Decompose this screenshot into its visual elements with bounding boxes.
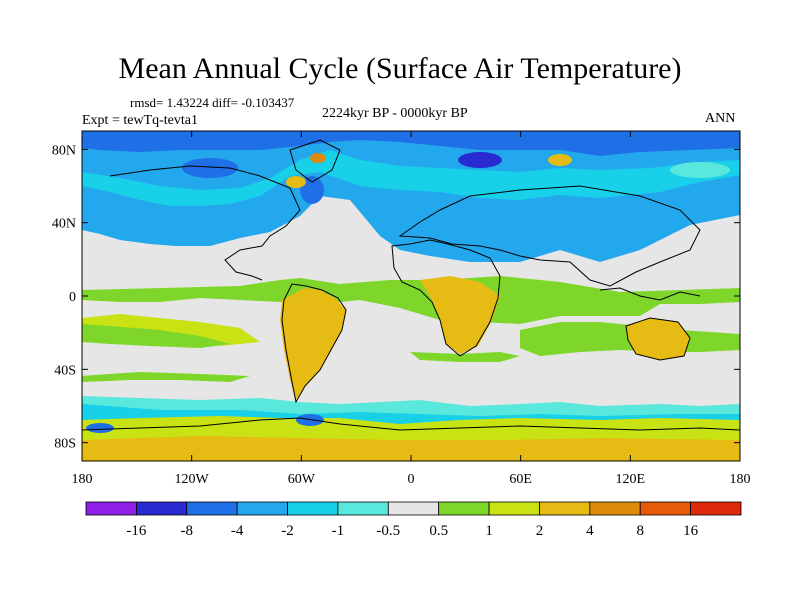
lon-tick-label: 120W [175, 472, 210, 487]
lon-tick-label: 180 [730, 472, 751, 487]
lat-tick-label: 80S [54, 437, 76, 452]
east-siberia-mild [670, 162, 730, 178]
experiment-label: Expt = tewTq-tevta1 [82, 113, 198, 128]
canada-cold [182, 158, 238, 178]
antarctic-strong-warm [82, 436, 740, 461]
labrador-cold [300, 176, 324, 204]
colorbar-label: -2 [281, 523, 294, 539]
south-atlantic-warm-band [410, 352, 520, 362]
colorbar-label: -16 [126, 523, 146, 539]
colorbar-label: -0.5 [376, 523, 400, 539]
greenland-coast [289, 139, 341, 183]
australia-warm [626, 318, 690, 360]
season-label: ANN [705, 111, 736, 126]
colorbar-label: -4 [231, 523, 244, 539]
colorbar-swatch [85, 501, 137, 516]
lat-tick-label: 40S [54, 363, 76, 378]
colorbar-swatch [236, 501, 288, 516]
longitude-axis: 180 120W 60W 0 60E 120E 180 [72, 131, 751, 487]
colorbar-swatch [488, 501, 540, 516]
colorbar-swatch [589, 501, 641, 516]
eurasia-coast [398, 185, 701, 287]
lon-tick-label: 120E [616, 472, 646, 487]
lon-tick-label: 60E [509, 472, 532, 487]
lat-tick-label: 80N [52, 143, 76, 158]
colorbar: -16 -8 -4 -2 -1 -0.5 0.5 1 2 4 8 16 [85, 501, 742, 539]
colorbar-label: -1 [332, 523, 345, 539]
lon-tick-label: 60W [288, 472, 316, 487]
indonesia-coast [599, 287, 701, 301]
australia-coast [625, 317, 691, 361]
rmsd-diff-stats: rmsd= 1.43224 diff= -0.103437 [130, 95, 295, 110]
colorbar-label: 4 [586, 523, 594, 539]
colorbar-label: 2 [536, 523, 544, 539]
siberia-strong-cold [458, 152, 502, 168]
south-pacific-band-inner [82, 324, 230, 348]
colorbar-swatch [639, 501, 692, 516]
arctic-warm-patch-2 [310, 153, 326, 163]
lat-tick-label: 0 [69, 290, 76, 305]
arctic-strong-cold [82, 131, 740, 156]
north-america-coast [109, 165, 301, 281]
south-america-coast [281, 283, 347, 404]
colorbar-swatch [387, 501, 440, 516]
greenland-warm-patch [286, 176, 306, 188]
lat-tick-label: 40N [52, 217, 76, 232]
figure-title: Mean Annual Cycle (Surface Air Temperatu… [118, 52, 682, 85]
africa-warm [420, 276, 500, 354]
colorbar-swatch [337, 501, 389, 516]
latitude-axis: 80N 40N 0 40S 80S [52, 143, 740, 452]
colorbar-label: 8 [636, 523, 644, 539]
lon-tick-label: 180 [72, 472, 93, 487]
colorbar-swatch [438, 501, 490, 516]
anomaly-field [82, 131, 740, 461]
southern-warm-streak [82, 372, 250, 382]
antarctica-coast [82, 417, 740, 431]
colorbar-swatch [539, 501, 591, 516]
ross-cold [86, 423, 114, 433]
africa-coast [391, 239, 501, 357]
south-america-warm [280, 288, 346, 400]
colorbar-swatch [690, 501, 742, 516]
colorbar-swatch [287, 501, 339, 516]
equatorial-warm-band [82, 276, 740, 324]
coastlines [82, 139, 740, 431]
colorbar-label: 1 [485, 523, 493, 539]
colorbar-label: 0.5 [429, 523, 448, 539]
period-label: 2224kyr BP - 0000kyr BP [322, 106, 468, 121]
colorbar-label: 16 [683, 523, 699, 539]
lon-tick-label: 0 [408, 472, 415, 487]
arctic-warm-patch-1 [548, 154, 572, 166]
colorbar-swatch [186, 501, 238, 516]
colorbar-label: -8 [181, 523, 194, 539]
colorbar-swatch [135, 501, 188, 516]
